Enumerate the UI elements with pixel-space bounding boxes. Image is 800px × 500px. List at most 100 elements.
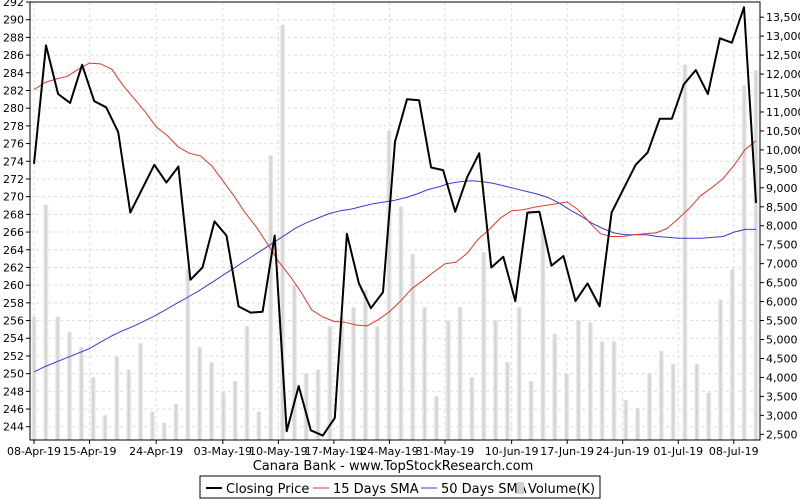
left-tick-label: 274 — [3, 155, 24, 168]
volume-bar — [457, 307, 463, 440]
x-tick-label: 08-Jul-19 — [709, 445, 759, 458]
volume-bar — [43, 204, 49, 440]
right-tick-label: 6,000 — [766, 296, 798, 309]
plot-background — [30, 2, 760, 440]
volume-bar — [469, 377, 475, 440]
left-axis: 244 246 248 250 252 254 256 258 260 262 264 266 268 2… — [3, 0, 30, 434]
left-tick-label: 250 — [3, 368, 24, 381]
volume-bar — [433, 396, 440, 440]
volume-bar — [362, 290, 369, 440]
x-tick-label: 31-May-19 — [416, 445, 474, 458]
volume-bar — [421, 307, 428, 440]
x-tick-label: 24-May-19 — [360, 445, 418, 458]
volume-bar — [31, 316, 37, 440]
volume-bar — [303, 373, 309, 440]
volume-bar — [563, 373, 570, 440]
volume-bar — [741, 85, 747, 440]
volume-bar — [161, 422, 167, 440]
left-tick-label: 270 — [3, 191, 24, 204]
right-tick-label: 7,000 — [766, 258, 798, 271]
volume-bar — [268, 155, 274, 440]
legend-box — [199, 475, 601, 499]
right-tick-label: 5,000 — [766, 334, 798, 347]
volume-bar — [339, 316, 345, 440]
legend-label: Closing Price — [226, 482, 309, 497]
left-tick-label: 254 — [3, 332, 24, 345]
left-tick-label: 276 — [3, 138, 24, 151]
volume-bar — [540, 227, 546, 440]
left-tick-label: 248 — [3, 385, 24, 398]
closing-price-line — [33, 6, 757, 437]
volume-bar — [646, 373, 653, 440]
right-tick-label: 4,500 — [766, 352, 798, 365]
volume-bar — [90, 377, 96, 440]
left-tick-label: 266 — [3, 226, 24, 239]
volume-bar — [149, 411, 156, 440]
left-tick-label: 256 — [3, 315, 24, 328]
legend-label: Volume(K) — [528, 482, 595, 497]
volume-bar — [729, 269, 735, 440]
plot-frame — [29, 1, 761, 441]
x-tick-label: 08-Apr-19 — [7, 445, 61, 458]
volume-bar — [717, 299, 724, 440]
volume-bar — [208, 362, 215, 440]
volume-bar — [410, 254, 416, 440]
volume-bar — [670, 364, 676, 440]
volume-bar — [78, 347, 85, 440]
volume-bar — [232, 381, 238, 440]
x-tick-label: 15-Apr-19 — [63, 445, 117, 458]
left-tick-label: 292 — [3, 0, 24, 9]
legend-label: 50 Days SMA — [441, 482, 527, 497]
right-tick-label: 8,000 — [766, 220, 798, 233]
volume-bar — [244, 326, 250, 440]
volume-bar — [753, 70, 759, 441]
left-tick-label: 246 — [3, 403, 24, 416]
legend-swatch — [517, 482, 524, 494]
volume-bar — [102, 415, 108, 440]
volume-bar — [552, 333, 558, 440]
volume-bar — [705, 392, 712, 440]
volume-bar — [55, 316, 61, 440]
volume-bar — [220, 392, 227, 440]
x-tick-label: 10-May-19 — [249, 445, 307, 458]
left-tick-label: 262 — [3, 261, 24, 274]
right-tick-label: 7,500 — [766, 239, 798, 252]
volume-bar — [66, 331, 73, 440]
volume-bar — [575, 320, 582, 440]
volume-bar — [279, 24, 286, 441]
volume-bar — [504, 362, 511, 440]
volume-bar — [374, 326, 380, 440]
right-axis: 2,500 3,000 3,500 4,000 4,500 5,000 5,500 6,000… — [760, 11, 800, 441]
right-tick-label: 5,500 — [766, 315, 798, 328]
volume-bar — [173, 403, 179, 440]
right-tick-label: 9,000 — [766, 182, 798, 195]
volume-bars — [31, 24, 759, 441]
right-tick-label: 10,500 — [766, 125, 800, 138]
volume-bar — [611, 341, 617, 440]
left-tick-label: 258 — [3, 297, 24, 310]
right-tick-label: 3,000 — [766, 409, 798, 422]
right-tick-label: 13,000 — [766, 30, 800, 43]
volume-bar — [185, 269, 191, 440]
right-tick-label: 8,500 — [766, 201, 798, 214]
left-tick-label: 280 — [3, 102, 24, 115]
volume-bar — [445, 320, 451, 440]
volume-bar — [256, 411, 262, 440]
volume-bar — [327, 326, 333, 440]
volume-bar — [623, 400, 629, 440]
left-tick-label: 286 — [3, 49, 24, 62]
right-tick-label: 13,500 — [766, 11, 800, 24]
left-tick-label: 268 — [3, 208, 24, 221]
volume-bar — [350, 307, 357, 440]
x-tick-label: 01-Jul-19 — [653, 445, 703, 458]
right-tick-label: 12,000 — [766, 68, 800, 81]
volume-bar — [315, 369, 321, 440]
left-tick-label: 284 — [3, 67, 24, 80]
volume-bar — [587, 322, 593, 440]
volume-bar — [682, 64, 688, 441]
right-tick-label: 3,500 — [766, 390, 798, 403]
right-tick-label: 12,500 — [766, 49, 800, 62]
left-tick-label: 282 — [3, 84, 24, 97]
right-tick-label: 11,000 — [766, 106, 800, 119]
x-tick-label: 24-Jun-19 — [596, 445, 650, 458]
